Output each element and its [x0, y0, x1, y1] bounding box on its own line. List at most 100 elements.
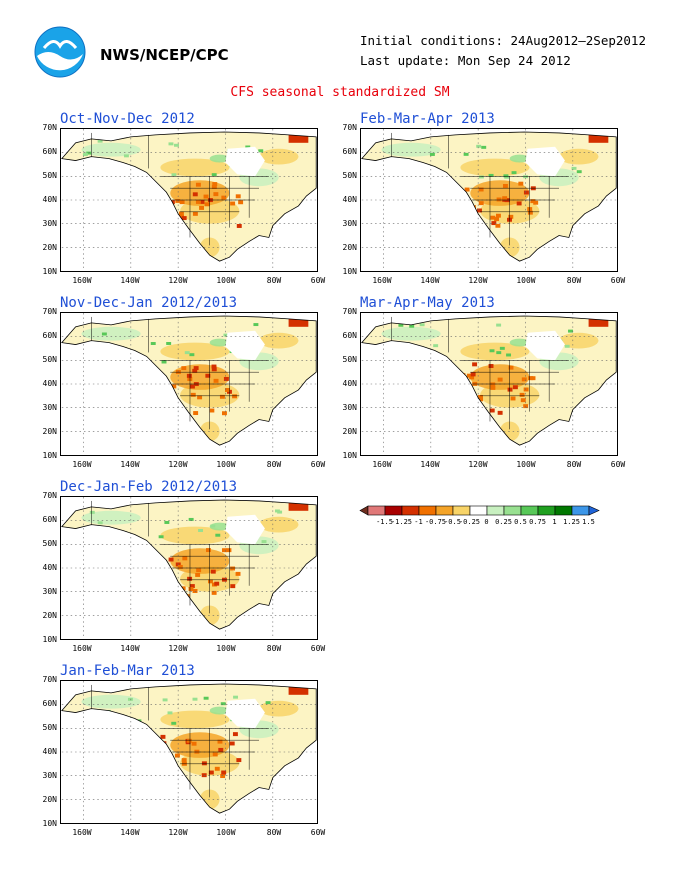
lon-label: 100W — [216, 276, 236, 285]
lon-label: 160W — [372, 276, 392, 285]
legend-label: -1 — [414, 518, 422, 526]
lon-label: 60W — [310, 828, 326, 837]
panel-title-3: Nov-Dec-Jan 2012/2013 — [60, 295, 238, 311]
lat-label: 40N — [42, 195, 57, 204]
lon-label: 140W — [120, 644, 140, 653]
lon-label: 100W — [216, 644, 236, 653]
lat-label: 10N — [342, 267, 357, 276]
lon-label: 60W — [310, 276, 326, 285]
legend-label: 1 — [552, 518, 556, 526]
last-update: Last update: Mon Sep 24 2012 — [360, 53, 571, 68]
agency-name: NWS/NCEP/CPC — [100, 46, 229, 64]
lon-label: 140W — [120, 460, 140, 469]
lon-label: 160W — [72, 828, 92, 837]
map-panel-2 — [360, 128, 618, 272]
panel-title-2: Feb-Mar-Apr 2013 — [360, 111, 495, 127]
legend-swatch — [452, 505, 471, 516]
lon-label: 80W — [566, 276, 582, 285]
legend-label: 0.5 — [514, 518, 527, 526]
panel-title-5: Dec-Jan-Feb 2012/2013 — [60, 479, 238, 495]
legend-label: 1.5 — [582, 518, 595, 526]
lat-label: 60N — [42, 699, 57, 708]
lat-label: 60N — [42, 147, 57, 156]
lat-label: 70N — [42, 123, 57, 132]
legend-label: -0.75 — [425, 518, 446, 526]
map-3 — [61, 313, 317, 455]
lat-label: 20N — [42, 243, 57, 252]
lat-label: 60N — [42, 515, 57, 524]
map-panel-5 — [60, 496, 318, 640]
lat-label: 30N — [42, 219, 57, 228]
legend-swatch — [571, 505, 590, 516]
lat-label: 20N — [42, 611, 57, 620]
panel-title-4: Mar-Apr-May 2013 — [360, 295, 495, 311]
lat-label: 70N — [42, 675, 57, 684]
lon-label: 120W — [168, 276, 188, 285]
lat-label: 70N — [42, 491, 57, 500]
figure-title: CFS seasonal standardized SM — [230, 85, 450, 100]
lon-label: 80W — [266, 276, 282, 285]
lon-label: 100W — [216, 828, 236, 837]
legend-label: 1.25 — [563, 518, 580, 526]
noaa-logo — [34, 26, 86, 78]
lat-label: 60N — [342, 147, 357, 156]
legend-label: -0.5 — [444, 518, 461, 526]
lat-label: 10N — [42, 819, 57, 828]
lat-label: 30N — [42, 403, 57, 412]
lon-label: 160W — [72, 644, 92, 653]
lat-label: 50N — [342, 355, 357, 364]
lat-label: 50N — [42, 723, 57, 732]
lat-label: 50N — [42, 539, 57, 548]
legend-arrow-high — [588, 505, 600, 516]
legend-swatch — [401, 505, 420, 516]
lon-label: 120W — [468, 460, 488, 469]
legend-swatch — [435, 505, 454, 516]
lat-label: 10N — [42, 635, 57, 644]
lat-label: 50N — [42, 171, 57, 180]
lat-label: 60N — [342, 331, 357, 340]
legend-swatch — [537, 505, 556, 516]
lat-label: 70N — [42, 307, 57, 316]
legend-label: 0 — [484, 518, 488, 526]
lon-label: 100W — [216, 460, 236, 469]
legend-label: -0.25 — [459, 518, 480, 526]
legend-label: 0.75 — [529, 518, 546, 526]
legend-label: -1.25 — [391, 518, 412, 526]
lat-label: 70N — [342, 307, 357, 316]
legend-swatch — [503, 505, 522, 516]
legend-swatch — [554, 505, 573, 516]
lat-label: 40N — [42, 747, 57, 756]
map-2 — [361, 129, 617, 271]
map-panel-3 — [60, 312, 318, 456]
panel-title-6: Jan-Feb-Mar 2013 — [60, 663, 195, 679]
lat-label: 10N — [342, 451, 357, 460]
lon-label: 140W — [120, 828, 140, 837]
legend-label: -1.5 — [376, 518, 393, 526]
lon-label: 60W — [310, 644, 326, 653]
legend-swatch — [384, 505, 403, 516]
lat-label: 50N — [342, 171, 357, 180]
lon-label: 80W — [266, 460, 282, 469]
legend-swatch — [486, 505, 505, 516]
lon-label: 120W — [168, 460, 188, 469]
map-1 — [61, 129, 317, 271]
color-legend: -1.5-1.25 -1 -0.75-0.5-0.25 0 0.25 0.5 0.75 1 1.… — [359, 505, 600, 526]
legend-arrow-low — [359, 505, 369, 516]
lon-label: 160W — [72, 276, 92, 285]
lat-label: 10N — [42, 267, 57, 276]
legend-swatch — [367, 505, 386, 516]
lon-label: 80W — [266, 644, 282, 653]
lat-label: 30N — [42, 771, 57, 780]
lat-label: 60N — [42, 331, 57, 340]
panel-title-1: Oct-Nov-Dec 2012 — [60, 111, 195, 127]
initial-conditions: Initial conditions: 24Aug2012—2Sep2012 — [360, 33, 646, 48]
map-panel-1 — [60, 128, 318, 272]
lat-label: 20N — [42, 795, 57, 804]
lat-label: 40N — [342, 379, 357, 388]
lon-label: 140W — [420, 460, 440, 469]
lat-label: 20N — [42, 427, 57, 436]
lat-label: 40N — [42, 563, 57, 572]
lat-label: 30N — [42, 587, 57, 596]
map-4 — [361, 313, 617, 455]
lon-label: 160W — [372, 460, 392, 469]
